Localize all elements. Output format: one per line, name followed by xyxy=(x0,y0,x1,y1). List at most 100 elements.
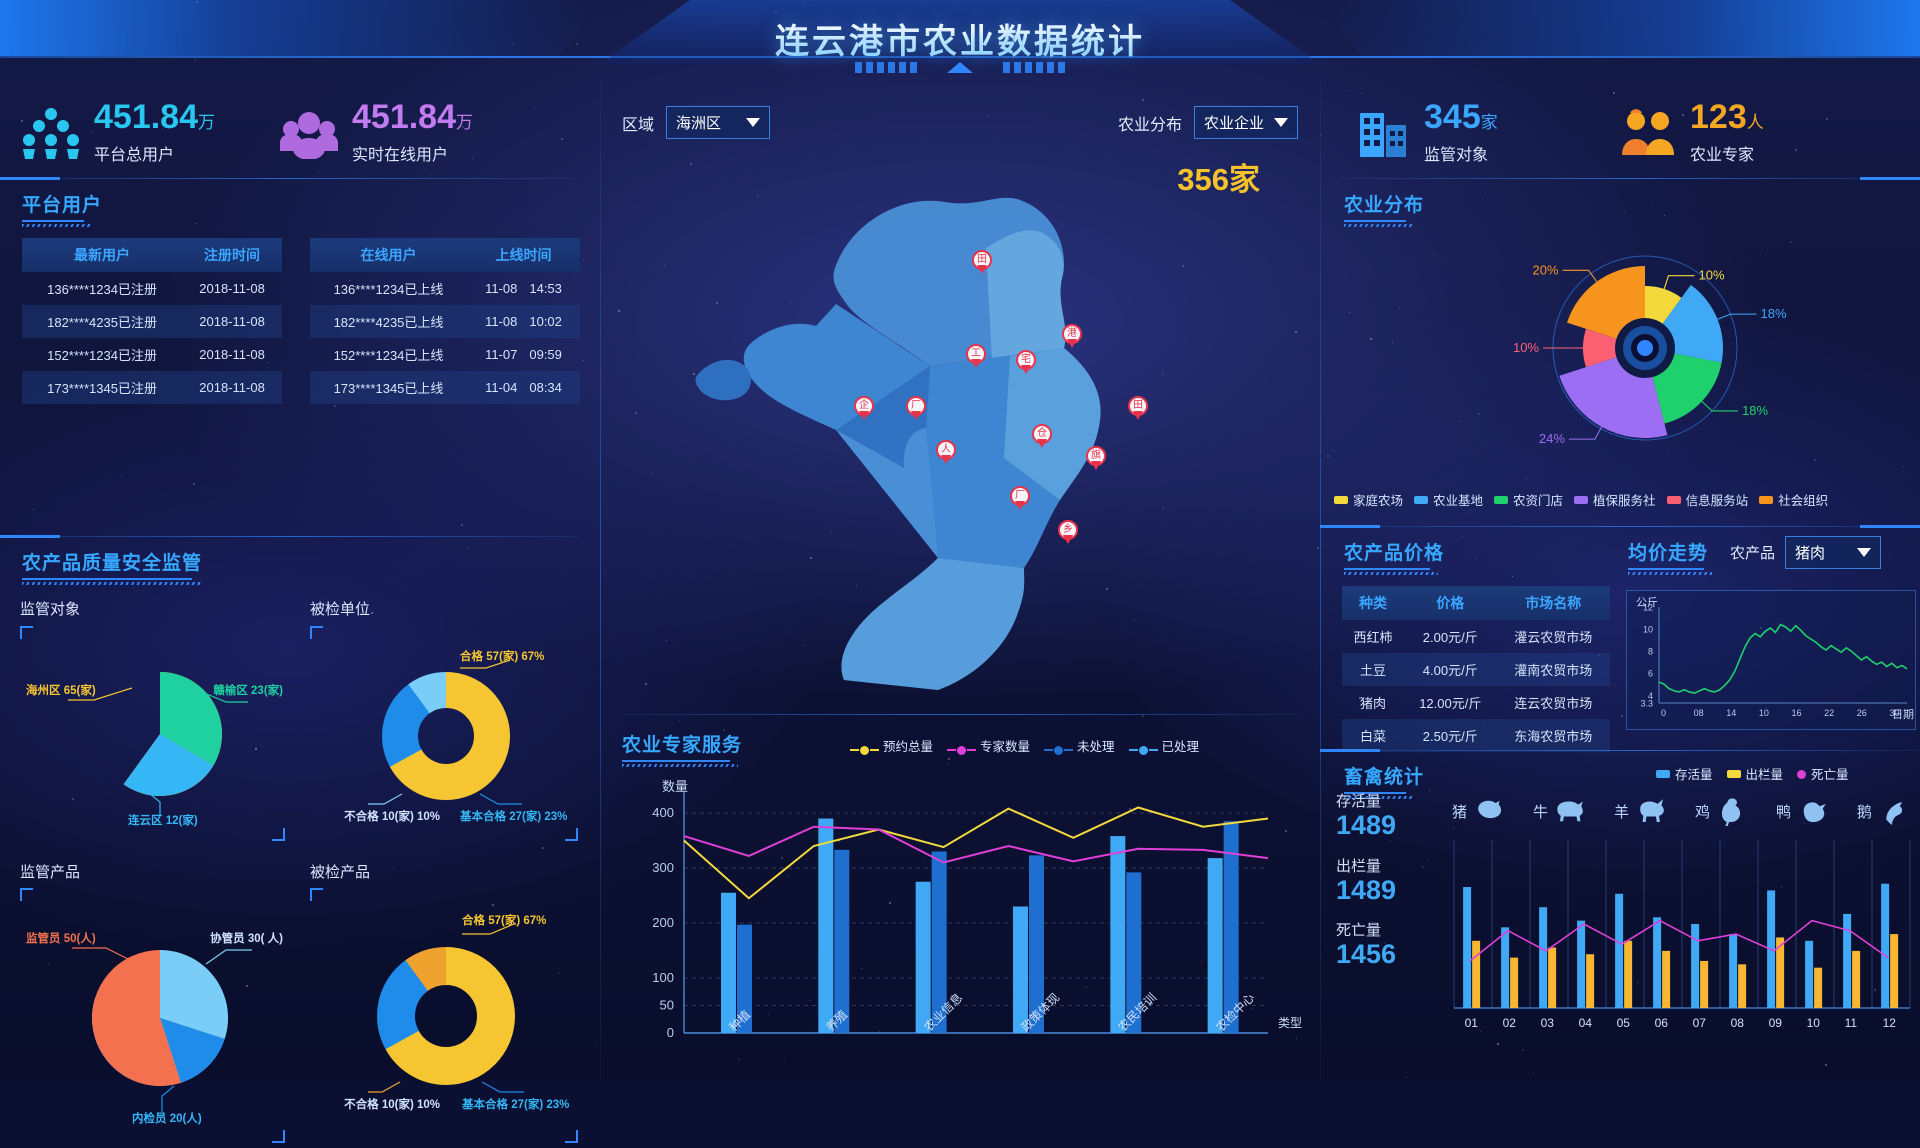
table-row[interactable]: 猪肉 12.00元/斤 连云农贸市场 xyxy=(1342,686,1610,719)
pig-icon xyxy=(1473,796,1507,826)
pie-label: 海州区 65(家) xyxy=(26,682,96,698)
bar[interactable] xyxy=(1208,858,1223,1033)
bar[interactable] xyxy=(1510,958,1518,1008)
map-pin[interactable]: 港 xyxy=(1062,324,1082,350)
table-row[interactable]: 173****1345已注册 2018-11-08 xyxy=(22,371,282,404)
bar[interactable] xyxy=(1700,961,1708,1008)
map-pin[interactable]: 企 xyxy=(854,396,874,422)
legend-label: 出栏量 xyxy=(1746,768,1784,782)
bar[interactable] xyxy=(1843,914,1851,1008)
bar[interactable] xyxy=(1501,927,1509,1008)
x-tick: 22 xyxy=(1824,708,1834,718)
table-row[interactable]: 173****1345已上线 11-04 08:34 xyxy=(310,371,580,404)
left-accent-1 xyxy=(0,177,60,180)
stat-value: 1456 xyxy=(1336,940,1446,970)
bar[interactable] xyxy=(1463,887,1471,1008)
table-row[interactable]: 136****1234已上线 11-08 14:53 xyxy=(310,272,580,305)
map-pin[interactable]: 乡 xyxy=(1058,520,1078,546)
bar[interactable] xyxy=(721,893,736,1033)
bar[interactable] xyxy=(1110,836,1125,1033)
legend-item[interactable]: 专家数量 xyxy=(947,736,1030,755)
animal-item[interactable]: 羊 xyxy=(1614,796,1669,826)
bar[interactable] xyxy=(834,850,849,1033)
table-row[interactable]: 152****1234已注册 2018-11-08 xyxy=(22,338,282,371)
table-row[interactable]: 土豆 4.00元/斤 灌南农贸市场 xyxy=(1342,653,1610,686)
bar[interactable] xyxy=(1691,924,1699,1008)
bar[interactable] xyxy=(1539,907,1547,1008)
table-cell: 2018-11-08 xyxy=(182,338,282,371)
table-cell: 灌南农贸市场 xyxy=(1497,653,1610,686)
map-pin[interactable]: 旗 xyxy=(1086,446,1106,472)
animal-item[interactable]: 鹅 xyxy=(1857,796,1912,826)
table-cell: 11-08 10:02 xyxy=(467,305,580,338)
map-pin[interactable]: 田 xyxy=(972,250,992,276)
chevron-down-icon xyxy=(746,118,760,127)
map-pin[interactable]: 仓 xyxy=(1032,424,1052,450)
table-row[interactable]: 白菜 2.50元/斤 东海农贸市场 xyxy=(1342,719,1610,752)
table-cell: 2018-11-08 xyxy=(182,305,282,338)
product-selector[interactable]: 农产品 猪肉 xyxy=(1730,536,1881,569)
bar[interactable] xyxy=(916,882,931,1033)
bar[interactable] xyxy=(1881,884,1889,1008)
map-pin[interactable]: 田 xyxy=(1128,396,1148,422)
bar[interactable] xyxy=(1624,941,1632,1008)
bar[interactable] xyxy=(1890,934,1898,1008)
pie-label: 协管员 30( 人) xyxy=(210,930,283,946)
bar[interactable] xyxy=(1615,894,1623,1008)
legend-item[interactable]: 植保服务社 xyxy=(1574,490,1656,509)
line-series xyxy=(684,808,1268,899)
bar[interactable] xyxy=(1548,948,1556,1008)
legend-item[interactable]: 已处理 xyxy=(1129,736,1200,755)
stat-value: 1489 xyxy=(1336,811,1446,841)
bar[interactable] xyxy=(1729,934,1737,1008)
stat-label: 出栏量 xyxy=(1336,855,1446,876)
bar[interactable] xyxy=(1653,917,1661,1008)
animal-item[interactable]: 鸭 xyxy=(1776,796,1831,826)
bar[interactable] xyxy=(1586,954,1594,1008)
legend-item[interactable]: 死亡量 xyxy=(1797,764,1849,783)
legend-item[interactable]: 家庭农场 xyxy=(1334,490,1403,509)
rose-label: 10% xyxy=(1513,340,1539,355)
map-pin[interactable]: 宅 xyxy=(1016,350,1036,376)
table-row[interactable]: 152****1234已上线 11-07 09:59 xyxy=(310,338,580,371)
bar[interactable] xyxy=(818,819,833,1034)
animal-item[interactable]: 猪 xyxy=(1452,796,1507,826)
legend-item[interactable]: 出栏量 xyxy=(1727,764,1784,783)
bar[interactable] xyxy=(1814,968,1822,1008)
product-dropdown[interactable]: 猪肉 xyxy=(1785,536,1881,569)
x-tick: 12 xyxy=(1883,1016,1896,1030)
livestock-legend: 存活量 出栏量 死亡量 xyxy=(1656,764,1849,783)
animal-item[interactable]: 牛 xyxy=(1533,796,1588,826)
table-cell: 136****1234已注册 xyxy=(22,272,182,305)
bar[interactable] xyxy=(1577,921,1585,1008)
legend-item[interactable]: 信息服务站 xyxy=(1667,490,1749,509)
legend-item[interactable]: 存活量 xyxy=(1656,764,1713,783)
map-pin[interactable]: 人 xyxy=(936,440,956,466)
bar[interactable] xyxy=(1852,951,1860,1008)
table-row[interactable]: 182****4235已注册 2018-11-08 xyxy=(22,305,282,338)
experts-icon xyxy=(1620,107,1676,159)
legend-item[interactable]: 农资门店 xyxy=(1494,490,1563,509)
bar[interactable] xyxy=(1805,941,1813,1008)
region-map[interactable] xyxy=(600,128,1320,698)
legend-item[interactable]: 农业基地 xyxy=(1414,490,1483,509)
left-divider-2 xyxy=(0,536,580,537)
right-accent-1 xyxy=(1860,177,1920,180)
map-pin[interactable]: 厂 xyxy=(906,396,926,422)
map-pin[interactable]: 厂 xyxy=(1010,486,1030,512)
legend-item[interactable]: 社会组织 xyxy=(1759,490,1828,509)
table-cell: 2.00元/斤 xyxy=(1404,620,1497,653)
bar[interactable] xyxy=(1472,941,1480,1008)
table-row[interactable]: 136****1234已注册 2018-11-08 xyxy=(22,272,282,305)
table-row[interactable]: 西红柿 2.00元/斤 灌云农贸市场 xyxy=(1342,620,1610,653)
legend-label: 专家数量 xyxy=(980,740,1030,754)
animal-item[interactable]: 鸡 xyxy=(1695,796,1750,826)
map-pin[interactable]: 工 xyxy=(966,344,986,370)
bar[interactable] xyxy=(1662,951,1670,1008)
legend-item[interactable]: 预约总量 xyxy=(850,736,933,755)
legend-item[interactable]: 未处理 xyxy=(1044,736,1115,755)
x-tick: 10 xyxy=(1759,708,1769,718)
bar[interactable] xyxy=(1738,964,1746,1008)
quality-section-title: 农产品质量安全监管 xyxy=(22,548,212,585)
table-row[interactable]: 182****4235已上线 11-08 10:02 xyxy=(310,305,580,338)
